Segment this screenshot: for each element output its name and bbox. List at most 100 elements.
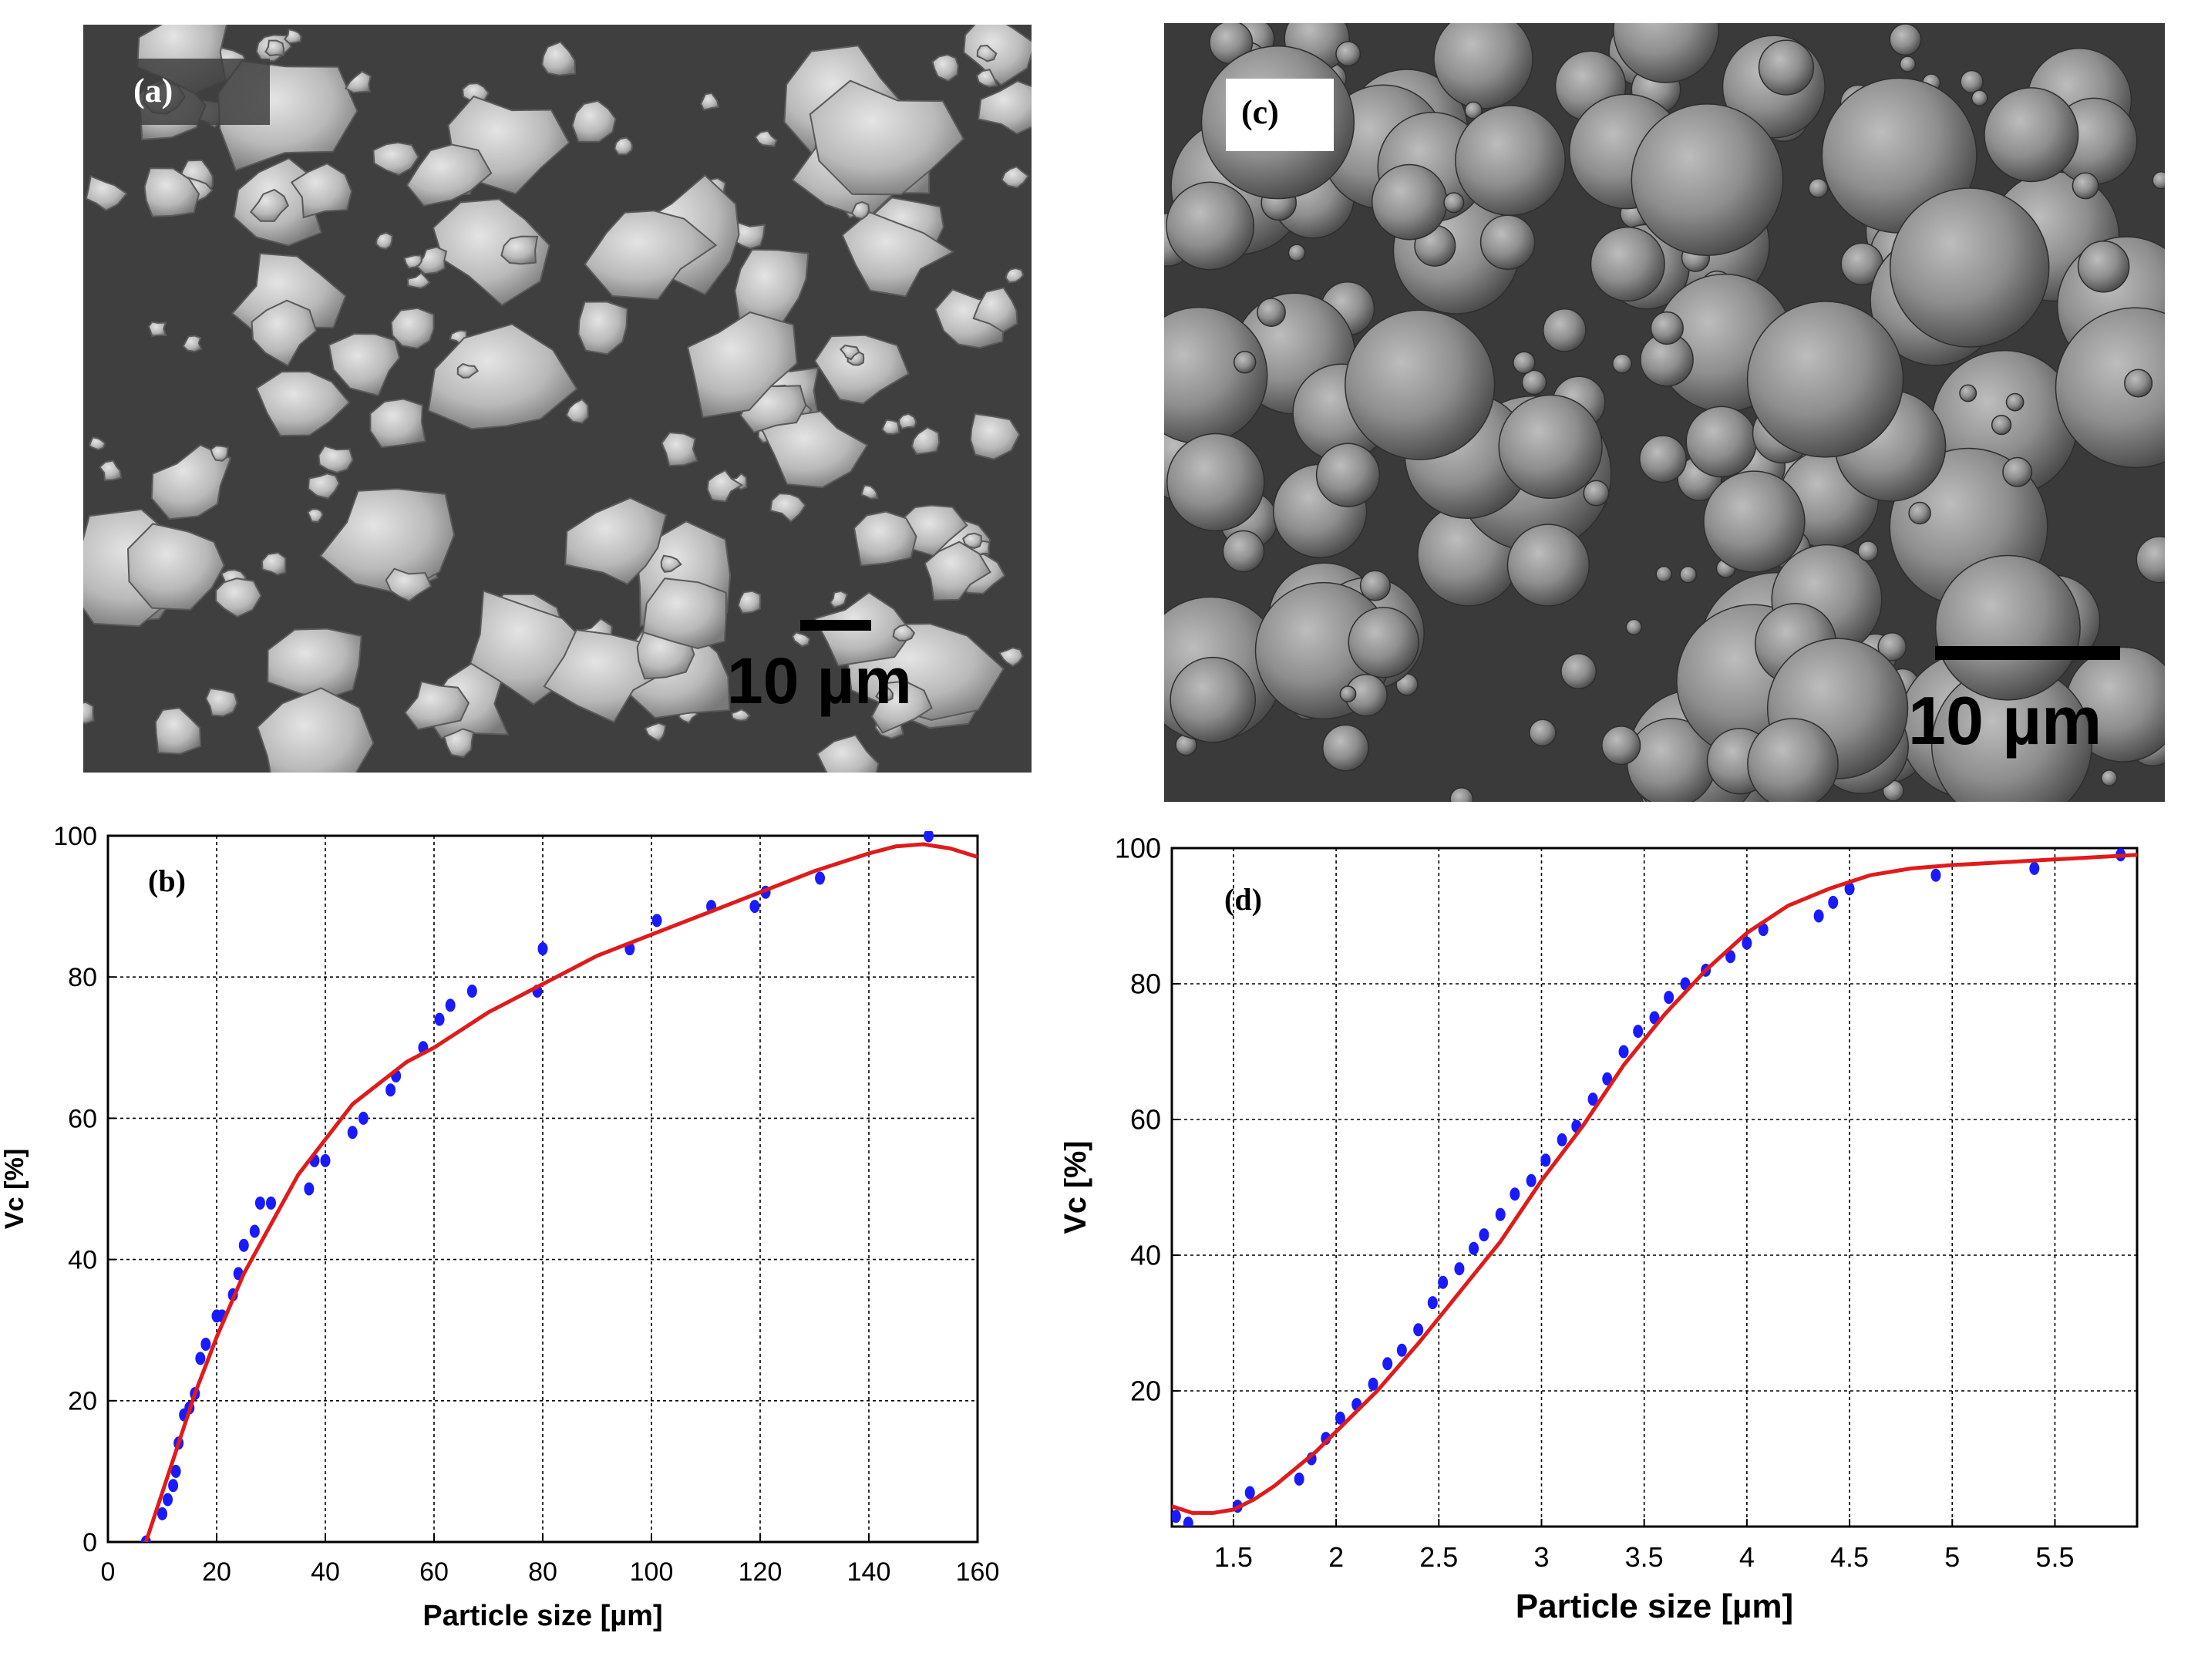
x-tick-label: 2.5	[1419, 1541, 1458, 1573]
sem-sphere	[2002, 456, 2033, 487]
x-tick-label: 0	[101, 1557, 116, 1587]
data-point	[1368, 1377, 1378, 1391]
panel-a-label: (a)	[133, 72, 173, 109]
sem-sphere	[1857, 540, 1879, 562]
fit-line	[143, 842, 978, 1542]
sem-sphere	[1934, 554, 2081, 701]
data-point	[168, 1479, 179, 1493]
sem-particle	[344, 70, 372, 94]
sem-particle	[564, 497, 668, 585]
sem-particle	[565, 398, 589, 424]
sem-particle	[182, 335, 203, 353]
sem-particle	[813, 334, 910, 405]
x-tick-label: 3	[1533, 1541, 1549, 1573]
data-point	[358, 1111, 369, 1125]
data-point	[1828, 895, 1839, 909]
sem-particle	[1001, 166, 1030, 189]
sem-particle	[931, 53, 959, 82]
sem-sphere	[1455, 105, 1566, 217]
data-point	[254, 1196, 265, 1210]
sem-sphere	[1529, 719, 1557, 747]
sem-particles-c	[1130, 0, 2208, 848]
y-tick-label: 20	[1130, 1375, 1161, 1407]
sem-particle	[541, 41, 577, 76]
sem-sphere	[1335, 41, 1361, 67]
data-point	[1587, 1093, 1598, 1106]
sem-image-a: (a) 10 µm	[69, 4, 1042, 796]
y-tick-label: 80	[68, 963, 97, 992]
data-point	[200, 1338, 211, 1352]
sem-particle	[147, 321, 167, 338]
sem-sphere	[1908, 501, 1931, 525]
y-tick-label: 100	[53, 822, 97, 851]
data-point	[1335, 1411, 1345, 1425]
sem-sphere	[1233, 351, 1257, 374]
sem-image-c-canvas: (c) 10 µm	[1130, 0, 2208, 848]
sem-particle	[85, 174, 128, 211]
sem-sphere	[1758, 39, 1815, 96]
sem-particle	[584, 210, 718, 301]
sem-particle	[375, 231, 393, 251]
sem-sphere	[2005, 392, 2025, 412]
sem-sphere	[1359, 570, 1391, 601]
sem-sphere	[1479, 214, 1536, 270]
sem-sphere	[1348, 607, 1419, 678]
sem-particle	[404, 680, 470, 731]
x-tick-label: 3.5	[1625, 1541, 1664, 1573]
sem-particle	[571, 99, 617, 143]
sem-sphere	[1746, 301, 1904, 458]
sem-particle	[644, 722, 667, 742]
y-tick-label: 80	[1130, 968, 1161, 1000]
plot-frame	[1170, 847, 2139, 1528]
sem-particle	[1005, 267, 1025, 284]
sem-particle	[734, 248, 809, 327]
sem-particle	[205, 687, 238, 717]
sem-particle	[251, 299, 318, 367]
sem-particle	[456, 362, 480, 379]
sem-particle	[432, 198, 550, 306]
sem-particle	[290, 163, 353, 219]
sem-sphere	[2077, 241, 2130, 293]
x-tick-label: 140	[847, 1557, 891, 1587]
y-tick-label: 20	[68, 1387, 97, 1416]
sem-particle	[318, 445, 354, 474]
sem-sphere	[1703, 470, 1806, 573]
plot-area	[1172, 848, 2137, 1527]
y-tick-label: 60	[1130, 1104, 1161, 1136]
x-tick-label: 4.5	[1830, 1541, 1869, 1573]
scale-bar-a-label: 10 µm	[727, 645, 912, 717]
sem-particle	[969, 412, 1021, 460]
sem-sphere	[1257, 298, 1286, 327]
sem-particle	[924, 540, 991, 601]
sem-sphere	[1371, 163, 1448, 241]
sem-sphere	[1513, 351, 1536, 374]
data-point	[1930, 868, 1941, 882]
data-point	[1526, 1173, 1537, 1187]
sem-particle	[972, 287, 1018, 333]
sem-particle	[372, 141, 419, 177]
data-point	[1172, 1510, 1181, 1523]
data-point	[1469, 1241, 1479, 1255]
y-tick-label: 40	[1130, 1240, 1161, 1271]
sem-sphere	[1345, 309, 1496, 460]
sem-sphere	[1984, 87, 2079, 183]
chart-d: 1.5 2 2.5 3 3.5 4 4.5 5 5.5 20 40 60 80 100 Particle s…	[1059, 802, 2208, 1676]
data-point	[170, 1464, 181, 1478]
sem-particle	[500, 235, 539, 265]
sem-particle	[406, 271, 431, 289]
sem-sphere	[1560, 653, 1597, 690]
sem-particle	[962, 532, 982, 549]
sem-particle	[791, 631, 811, 648]
x-tick-label: 5	[1944, 1541, 1960, 1573]
data-point	[749, 900, 760, 914]
sem-sphere	[1747, 718, 1839, 810]
sem-sphere	[2101, 769, 2118, 786]
sem-particle	[306, 508, 324, 524]
sem-sphere	[1889, 187, 2050, 348]
scale-bar-a	[800, 620, 871, 631]
sem-sphere	[1521, 369, 1547, 396]
sem-particle	[99, 460, 123, 481]
data-point	[1758, 923, 1769, 937]
sem-particle	[850, 200, 870, 221]
sem-particle	[249, 188, 289, 222]
